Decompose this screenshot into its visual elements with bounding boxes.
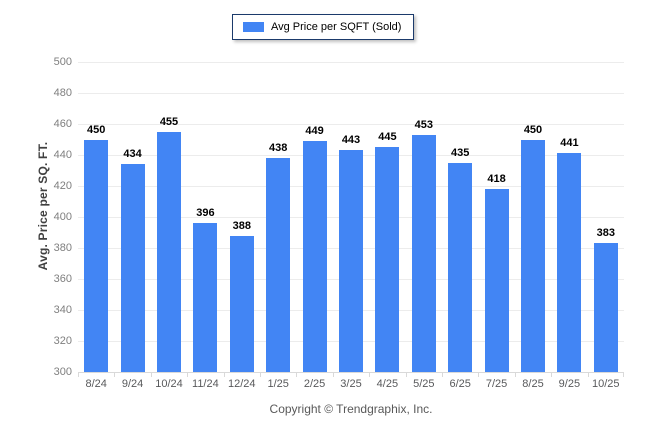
bar-value-label: 383 [596, 227, 615, 240]
x-axis-tick-label: 10/24 [155, 378, 183, 390]
x-axis-tick-mark [114, 373, 116, 377]
legend-label: Avg Price per SQFT (Sold) [271, 21, 402, 33]
y-axis-tick-label: 400 [53, 211, 72, 223]
bar-value-label: 450 [87, 123, 106, 136]
bar-value-label: 441 [560, 137, 579, 150]
x-axis-tick-label: 3/25 [340, 378, 362, 390]
x-axis-tick-label: 9/25 [558, 378, 581, 390]
x-axis-tick-mark [514, 373, 516, 377]
y-axis-tick-label: 360 [53, 273, 72, 285]
x-axis-tick-mark [332, 373, 334, 377]
gridline [78, 124, 624, 125]
bar [557, 153, 582, 372]
copyright-text: Copyright © Trendgraphix, Inc. [269, 402, 433, 416]
bar-value-label: 443 [341, 134, 361, 147]
bar [157, 131, 181, 372]
x-axis-tick-mark [405, 373, 407, 377]
bar-value-label: 418 [487, 173, 506, 186]
y-axis-tick-label: 480 [53, 87, 72, 99]
x-axis-tick-label: 10/25 [592, 378, 620, 390]
x-axis-tick-mark [369, 373, 371, 377]
bar [193, 223, 218, 372]
y-axis-tick-label: 420 [53, 180, 72, 192]
bar [484, 189, 509, 372]
y-axis-tick-label: 300 [53, 366, 72, 378]
bar [593, 243, 618, 372]
legend-swatch-icon [243, 22, 264, 32]
y-axis-title: Avg. Price per SQ. FT. [36, 141, 50, 271]
x-axis-tick-label: 5/25 [413, 378, 435, 390]
gridline [78, 62, 624, 63]
bar-value-label: 434 [123, 148, 142, 161]
x-axis-tick-mark [78, 373, 79, 377]
bar [84, 139, 109, 372]
x-axis-tick-label: 2/25 [303, 378, 326, 390]
y-axis-tick-label: 340 [53, 304, 72, 316]
x-axis-tick-mark [296, 373, 298, 377]
bar [521, 139, 545, 372]
bar [375, 147, 400, 372]
x-axis-tick-label: 11/24 [192, 378, 219, 390]
x-axis-tick-mark [260, 373, 261, 377]
bar [339, 150, 363, 372]
x-axis-tick-label: 6/25 [449, 378, 471, 390]
x-axis-tick-mark [442, 373, 443, 377]
bar-value-label: 455 [159, 115, 179, 128]
x-axis-tick-label: 12/24 [228, 378, 256, 390]
x-axis-tick-label: 1/25 [267, 378, 289, 390]
x-axis-tick-mark [623, 373, 624, 377]
legend: Avg Price per SQFT (Sold) [232, 14, 415, 40]
y-axis-tick-label: 500 [53, 56, 72, 68]
x-axis-tick-label: 4/25 [376, 378, 399, 390]
bar-value-label: 396 [196, 207, 215, 220]
x-axis-tick-mark [150, 373, 152, 377]
bar-value-label: 445 [378, 131, 397, 144]
x-axis-tick-label: 9/24 [121, 378, 144, 390]
x-axis-tick-mark [187, 373, 189, 377]
y-axis-tick-label: 320 [53, 335, 72, 347]
x-axis-tick-label: 7/25 [485, 378, 508, 390]
bar-value-label: 449 [305, 125, 324, 138]
bar-value-label: 438 [269, 142, 288, 155]
x-axis-tick-label: 8/25 [522, 378, 544, 390]
plot-area: 500 480 460 440 420 400 380 360 340 320 300 450 8/24… [54, 56, 624, 390]
bar-value-label: 388 [232, 219, 251, 232]
bar [229, 235, 254, 372]
gridline [78, 93, 624, 94]
x-axis-tick-mark [587, 373, 589, 377]
bar [120, 164, 145, 372]
bar-value-label: 435 [451, 146, 470, 159]
bar [448, 162, 473, 372]
x-axis-tick-mark [551, 373, 553, 377]
bar-value-label: 450 [523, 123, 543, 136]
x-axis-tick-mark [478, 373, 480, 377]
bar [302, 141, 327, 372]
bar [411, 134, 436, 372]
x-axis-tick-label: 8/24 [85, 378, 107, 390]
y-axis-tick-label: 380 [53, 242, 72, 254]
y-axis-tick-label: 460 [53, 118, 72, 130]
x-axis-tick-mark [223, 373, 225, 377]
bar [266, 158, 291, 372]
y-axis-tick-label: 440 [53, 149, 72, 161]
bar-value-label: 453 [414, 118, 433, 131]
